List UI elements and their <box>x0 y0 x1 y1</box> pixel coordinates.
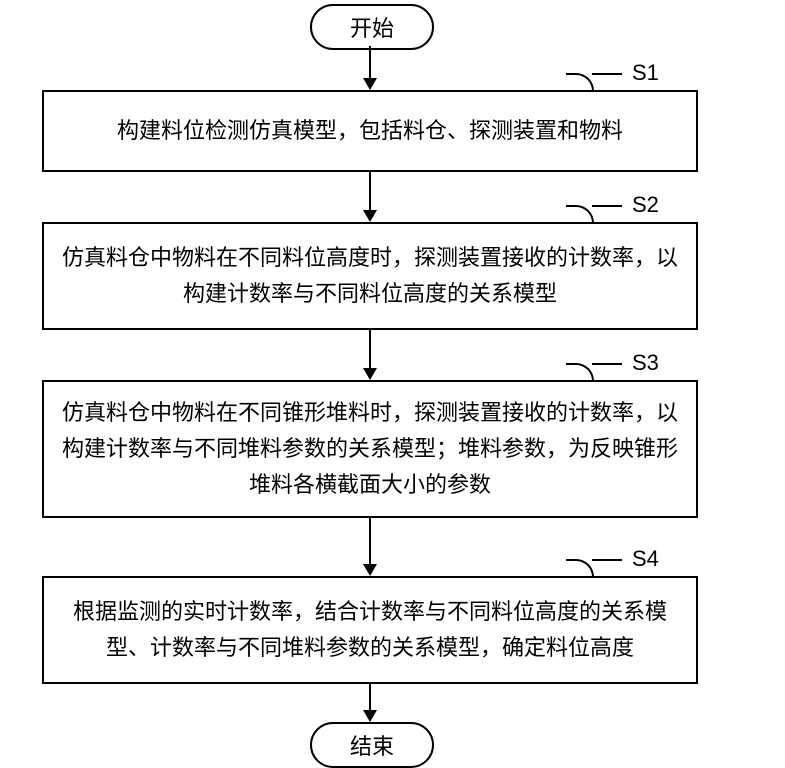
edge-line <box>369 46 371 80</box>
label-s2: S2 <box>632 192 659 218</box>
edge-line <box>369 518 371 566</box>
edge-arrow <box>363 210 377 222</box>
label-s4-line <box>592 559 622 561</box>
label-s3-line <box>592 363 622 365</box>
process-s3-text: 仿真料仓中物料在不同锥形堆料时，探测装置接收的计数率，以构建计数率与不同堆料参数… <box>62 395 678 504</box>
process-s2-text: 仿真料仓中物料在不同料位高度时，探测装置接收的计数率，以构建计数率与不同料位高度… <box>62 240 678 313</box>
label-s4-curve <box>566 559 594 577</box>
process-s4-text: 根据监测的实时计数率，结合计数率与不同料位高度的关系模型、计数率与不同堆料参数的… <box>62 594 678 667</box>
terminator-start-text: 开始 <box>350 11 394 43</box>
label-s2-line <box>592 205 622 207</box>
process-s3: 仿真料仓中物料在不同锥形堆料时，探测装置接收的计数率，以构建计数率与不同堆料参数… <box>42 380 698 518</box>
label-s3-curve <box>566 363 594 381</box>
label-s4: S4 <box>632 546 659 572</box>
process-s1: 构建料位检测仿真模型，包括料仓、探测装置和物料 <box>42 90 698 172</box>
edge-arrow <box>363 564 377 576</box>
terminator-end-text: 结束 <box>350 729 394 761</box>
label-s2-curve <box>566 205 594 223</box>
label-s1-line <box>592 73 622 75</box>
process-s2: 仿真料仓中物料在不同料位高度时，探测装置接收的计数率，以构建计数率与不同料位高度… <box>42 222 698 330</box>
label-s1-curve <box>566 73 594 91</box>
edge-line <box>369 172 371 212</box>
process-s1-text: 构建料位检测仿真模型，包括料仓、探测装置和物料 <box>117 113 623 149</box>
terminator-start: 开始 <box>310 4 434 50</box>
edge-arrow <box>363 368 377 380</box>
flowchart-container: 开始 构建料位检测仿真模型，包括料仓、探测装置和物料 S1 仿真料仓中物料在不同… <box>0 0 785 767</box>
terminator-end: 结束 <box>310 722 434 768</box>
label-s3: S3 <box>632 350 659 376</box>
edge-line <box>369 684 371 712</box>
edge-arrow <box>363 710 377 722</box>
edge-line <box>369 330 371 370</box>
process-s4: 根据监测的实时计数率，结合计数率与不同料位高度的关系模型、计数率与不同堆料参数的… <box>42 576 698 684</box>
edge-arrow <box>363 78 377 90</box>
label-s1: S1 <box>632 60 659 86</box>
